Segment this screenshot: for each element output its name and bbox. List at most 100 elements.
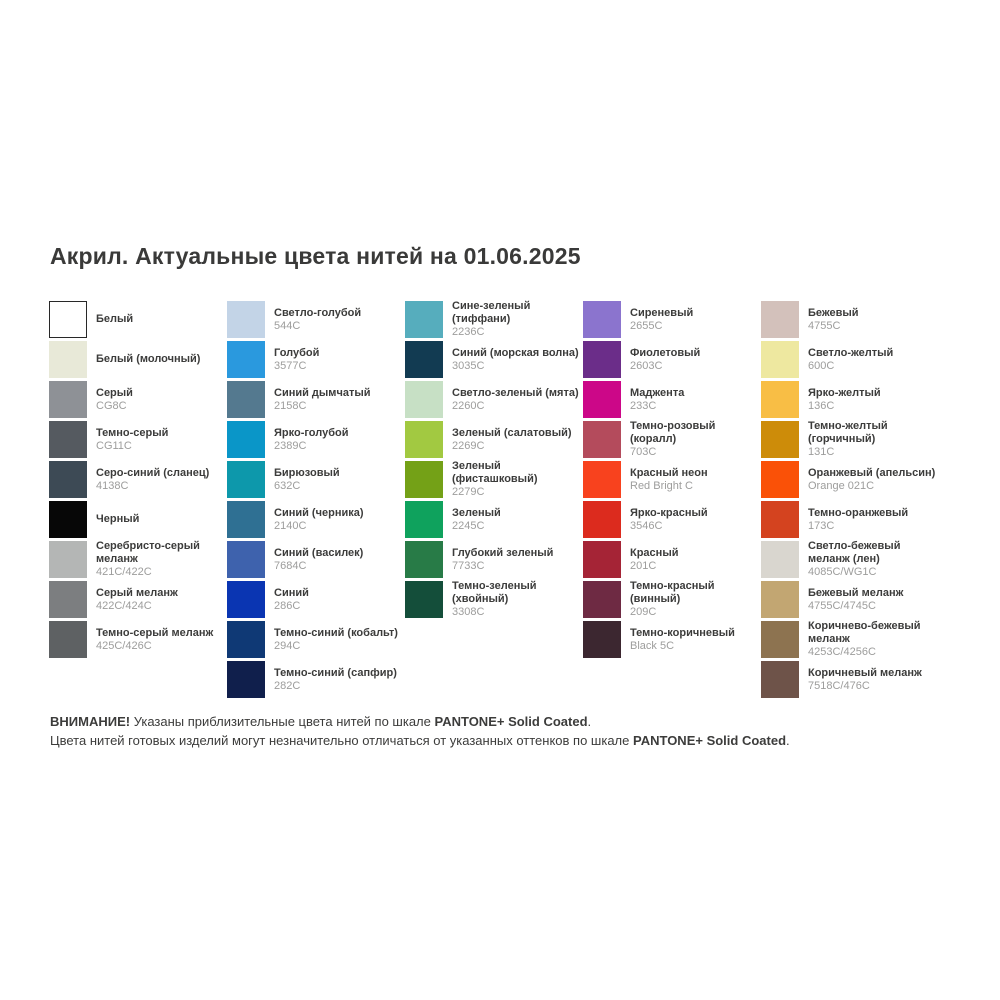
color-row: Ярко-красный 3546C — [583, 501, 761, 538]
color-swatch — [49, 421, 87, 458]
color-row: Ярко-желтый 136C — [761, 381, 939, 418]
color-label: Оранжевый (апельсин) Orange 021C — [808, 467, 939, 493]
color-label: Темно-оранжевый 173C — [808, 507, 939, 533]
color-label: Темно-синий (сапфир) 282C — [274, 667, 405, 693]
color-code: 282C — [274, 679, 301, 692]
color-code: 131C — [808, 446, 835, 458]
color-name: Зеленый (фисташковый) — [452, 460, 538, 485]
color-code: 703C — [630, 446, 657, 458]
page-title: Акрил. Актуальные цвета нитей на 01.06.2… — [50, 243, 581, 269]
color-label: Коричневый меланж 7518C/476C — [808, 667, 939, 693]
color-code: 2269C — [452, 439, 485, 452]
color-name: Темно-коричневый — [630, 626, 735, 639]
color-code: 422C/424C — [96, 599, 152, 612]
color-swatch — [49, 621, 87, 658]
color-swatch — [227, 301, 265, 338]
color-swatch — [405, 581, 443, 618]
color-name: Ярко-голубой — [274, 426, 349, 439]
color-code: 421C/422C — [96, 566, 152, 578]
color-row: Сине-зеленый (тиффани) 2236C — [405, 300, 583, 339]
color-row: Синий (черника) 2140C — [227, 501, 405, 538]
color-swatch — [227, 461, 265, 498]
color-label: Белый (молочный) — [96, 353, 221, 366]
color-code: 2158C — [274, 399, 307, 412]
color-swatch — [405, 381, 443, 418]
color-row: Коричневый меланж 7518C/476C — [761, 661, 939, 698]
color-name: Зеленый — [452, 506, 501, 519]
color-code: 2389C — [274, 439, 307, 452]
color-name: Ярко-красный — [630, 506, 708, 519]
color-code: 2603C — [630, 359, 663, 372]
color-row: Темно-синий (сапфир) 282C — [227, 661, 405, 698]
color-name: Серый — [96, 386, 133, 399]
color-swatch — [227, 621, 265, 658]
color-swatch — [227, 421, 265, 458]
color-row: Черный — [49, 501, 227, 538]
color-name: Коричнево-бежевый меланж — [808, 620, 921, 645]
color-label: Темно-розовый (коралл) 703C — [630, 420, 761, 459]
color-name: Темно-серый меланж — [96, 626, 214, 639]
color-name: Белый — [96, 313, 134, 325]
footnote-text: Указаны приблизительные цвета нитей по ш… — [130, 714, 435, 729]
color-code: 2655C — [630, 319, 663, 332]
color-label: Маджента 233C — [630, 387, 761, 413]
color-label: Белый — [96, 313, 221, 326]
color-row: Темно-зеленый (хвойный) 3308C — [405, 580, 583, 618]
color-row: Голубой 3577C — [227, 341, 405, 378]
color-label: Красный неон Red Bright C — [630, 467, 761, 493]
color-label: Коричнево-бежевый меланж 4253C/4256C — [808, 620, 939, 659]
color-row: Зеленый (салатовый) 2269C — [405, 421, 583, 458]
color-row: Темно-розовый (коралл) 703C — [583, 420, 761, 459]
color-row: Бежевый меланж 4755C/4745C — [761, 581, 939, 618]
color-swatch — [49, 541, 87, 578]
color-label: Темно-серый CG11C — [96, 427, 221, 453]
color-name: Темно-серый — [96, 426, 169, 439]
color-code: 3035C — [452, 359, 485, 372]
color-swatch — [761, 461, 799, 498]
color-label: Сиреневый 2655C — [630, 307, 761, 333]
color-row: Оранжевый (апельсин) Orange 021C — [761, 461, 939, 498]
color-name: Ярко-желтый — [808, 386, 881, 399]
color-swatch — [227, 661, 265, 698]
color-name: Светло-зеленый (мята) — [452, 386, 579, 399]
color-column: Сиреневый 2655C Фиолетовый 2603C Маджента 233… — [583, 301, 761, 701]
color-row: Темно-синий (кобальт) 294C — [227, 621, 405, 658]
color-code: 286C — [274, 599, 301, 612]
color-row: Глубокий зеленый 7733C — [405, 541, 583, 578]
color-swatch — [49, 381, 87, 418]
color-code: 7684C — [274, 559, 307, 572]
color-name: Синий (морская волна) — [452, 346, 579, 359]
color-label: Ярко-голубой 2389C — [274, 427, 405, 453]
color-label: Сине-зеленый (тиффани) 2236C — [452, 300, 583, 339]
color-row: Красный 201C — [583, 541, 761, 578]
color-label: Черный — [96, 513, 221, 526]
color-row: Бирюзовый 632C — [227, 461, 405, 498]
color-name: Синий (василек) — [274, 546, 364, 559]
color-name: Сине-зеленый (тиффани) — [452, 300, 531, 325]
color-swatch — [405, 301, 443, 338]
color-label: Синий 286C — [274, 587, 405, 613]
color-swatch — [49, 461, 87, 498]
color-label: Зеленый 2245C — [452, 507, 583, 533]
footnote-period-2: . — [786, 733, 790, 748]
color-row: Белый (молочный) — [49, 341, 227, 378]
color-code: 4755C — [808, 319, 841, 332]
color-label: Синий (морская волна) 3035C — [452, 347, 583, 373]
color-code: 136C — [808, 399, 835, 412]
color-swatch — [761, 621, 799, 658]
color-swatch — [583, 501, 621, 538]
color-label: Серо-синий (сланец) 4138C — [96, 467, 221, 493]
color-label: Глубокий зеленый 7733C — [452, 547, 583, 573]
color-name: Светло-бежевый меланж (лен) — [808, 540, 901, 565]
color-label: Ярко-красный 3546C — [630, 507, 761, 533]
color-code: 2140C — [274, 519, 307, 532]
color-swatch — [761, 541, 799, 578]
color-label: Серый меланж 422C/424C — [96, 587, 221, 613]
color-label: Темно-синий (кобальт) 294C — [274, 627, 405, 653]
color-label: Светло-желтый 600C — [808, 347, 939, 373]
color-code: 425C/426C — [96, 639, 152, 652]
color-swatch — [761, 381, 799, 418]
color-swatch — [405, 461, 443, 498]
color-swatch — [583, 341, 621, 378]
color-code: 2236C — [452, 326, 485, 338]
